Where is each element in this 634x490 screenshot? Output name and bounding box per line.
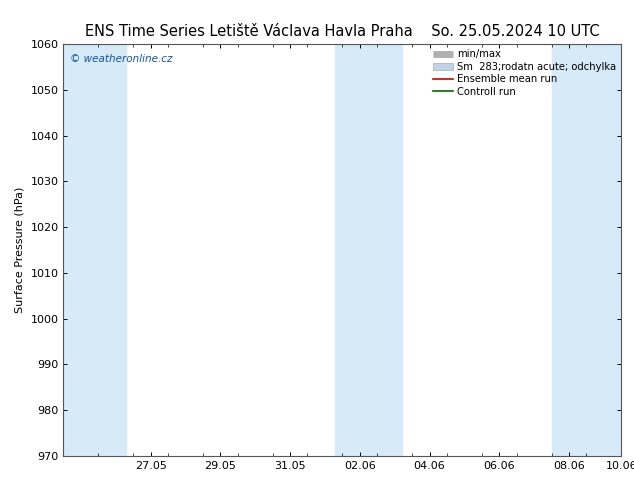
Legend: min/max, Sm  283;rodatn acute; odchylka, Ensemble mean run, Controll run: min/max, Sm 283;rodatn acute; odchylka, … xyxy=(431,47,618,98)
Bar xyxy=(335,44,402,456)
Title: ENS Time Series Letiště Václava Havla Praha    So. 25.05.2024 10 UTC: ENS Time Series Letiště Václava Havla Pr… xyxy=(85,24,600,39)
Text: © weatheronline.cz: © weatheronline.cz xyxy=(70,54,172,64)
Bar xyxy=(63,44,126,456)
Bar xyxy=(552,44,621,456)
Y-axis label: Surface Pressure (hPa): Surface Pressure (hPa) xyxy=(15,187,25,313)
